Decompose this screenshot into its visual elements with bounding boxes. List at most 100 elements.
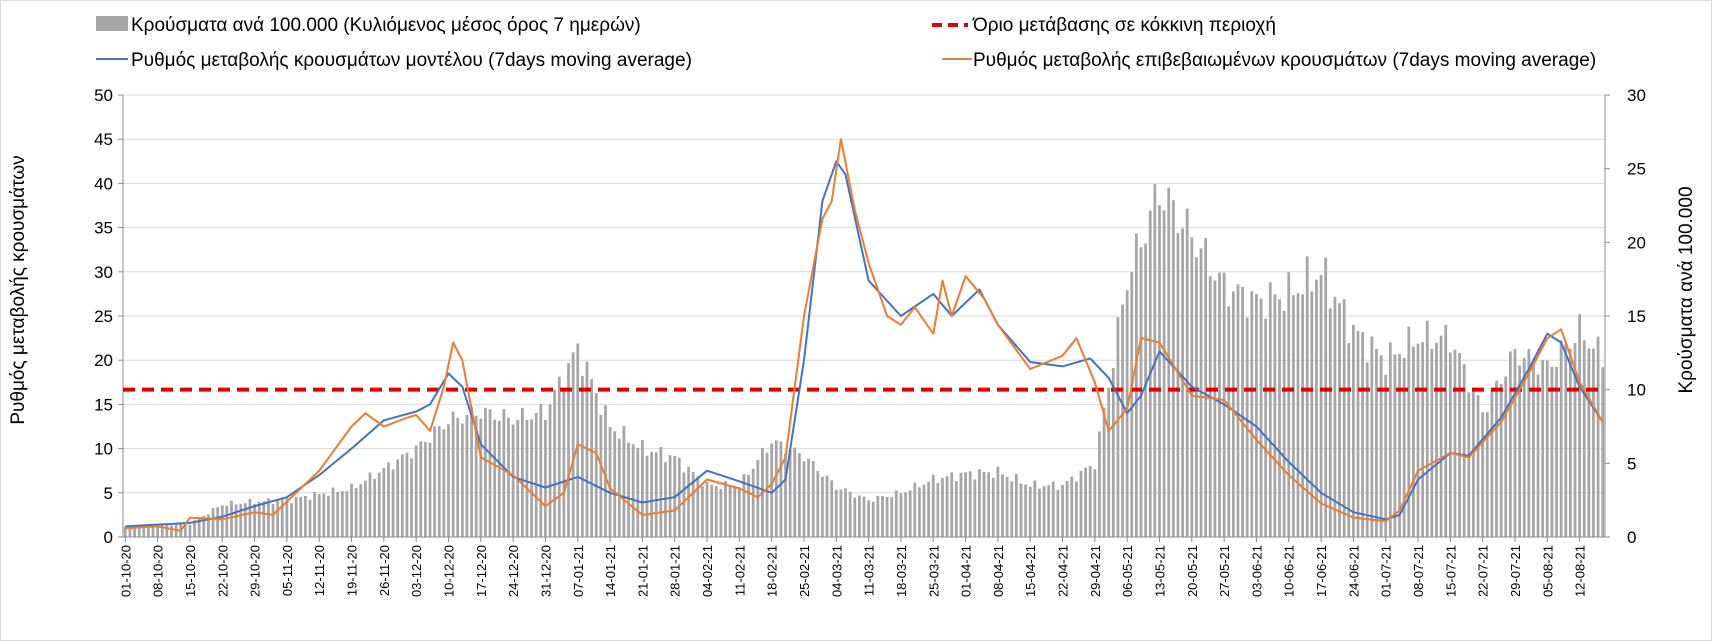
x-tick-label: 13-05-21: [1153, 545, 1168, 597]
bar: [354, 487, 358, 537]
bar: [894, 490, 898, 537]
x-tick-label: 29-10-20: [248, 545, 263, 597]
bar: [1490, 389, 1494, 537]
bar: [751, 468, 755, 537]
x-tick-label: 24-06-21: [1346, 545, 1361, 597]
x-tick-label: 12-08-21: [1573, 545, 1588, 597]
bar: [428, 442, 432, 537]
bar: [1504, 376, 1508, 537]
bar: [484, 407, 487, 537]
bar: [1208, 276, 1212, 537]
x-tick-label: 25-02-21: [797, 545, 812, 597]
bar: [419, 441, 423, 537]
bar: [710, 484, 714, 537]
bar: [1481, 412, 1485, 537]
x-tick-label: 18-03-21: [894, 545, 909, 597]
bar: [340, 491, 344, 537]
x-tick-label: 11-03-21: [862, 545, 877, 596]
bar: [834, 489, 838, 537]
x-tick-label: 27-05-21: [1217, 545, 1232, 597]
bar: [267, 498, 270, 537]
bar: [465, 414, 469, 537]
y-right-tick-label: 25: [1627, 160, 1646, 179]
bar: [904, 492, 907, 537]
bar: [271, 504, 275, 537]
bar: [479, 418, 483, 537]
bar: [1116, 317, 1120, 537]
bar: [885, 496, 889, 537]
bar: [1278, 299, 1281, 537]
bar: [1462, 364, 1466, 537]
bar: [156, 525, 160, 537]
bar: [1476, 395, 1480, 537]
bar: [548, 404, 552, 537]
bar: [1587, 348, 1591, 537]
bar: [276, 500, 280, 537]
bar: [853, 497, 857, 537]
bar: [1305, 256, 1309, 537]
bar: [327, 495, 330, 537]
bar: [1573, 343, 1577, 537]
bar: [243, 503, 247, 537]
legend-bars-swatch: [96, 16, 128, 31]
bar: [280, 499, 284, 537]
bar: [151, 526, 155, 537]
y-left-tick-label: 15: [94, 395, 113, 414]
bar: [839, 489, 843, 537]
bar: [1061, 485, 1064, 537]
bar: [1425, 320, 1429, 537]
bar: [345, 491, 349, 537]
bar: [968, 471, 972, 537]
bar: [1185, 208, 1189, 537]
y-right-tick-label: 15: [1627, 307, 1646, 326]
bar: [1485, 412, 1489, 537]
bar: [1550, 366, 1554, 537]
bar: [123, 526, 127, 537]
bar: [691, 472, 695, 537]
bar: [1448, 352, 1452, 537]
y-left-tick-label: 5: [104, 484, 113, 503]
bar: [770, 443, 774, 537]
bar: [1412, 346, 1415, 537]
bar: [737, 487, 741, 537]
x-tick-label: 05-08-21: [1540, 545, 1555, 597]
bar: [918, 487, 921, 537]
bar: [742, 474, 746, 537]
bar: [608, 427, 612, 537]
bar: [433, 426, 437, 537]
bar: [313, 492, 316, 537]
bar: [1255, 294, 1258, 537]
bar: [1467, 392, 1471, 537]
bar: [1287, 272, 1291, 537]
bar: [913, 482, 917, 537]
bar: [650, 451, 654, 537]
bar: [137, 526, 141, 537]
bar: [1301, 294, 1304, 537]
bar: [285, 498, 289, 537]
bar: [876, 495, 880, 537]
bar: [1144, 243, 1148, 537]
y-left-tick-label: 0: [104, 528, 113, 547]
x-ticks: 01-10-20 08-10-20 15-10-20 22-10-20 29-10-20…: [118, 537, 1588, 597]
y-left-tick-label: 25: [94, 307, 113, 326]
x-tick-label: 29-04-21: [1088, 545, 1103, 597]
y-left-tick-label: 20: [94, 351, 113, 370]
bar: [1024, 484, 1027, 537]
x-tick-label: 17-12-20: [474, 545, 489, 597]
bar: [747, 475, 750, 537]
bar: [294, 496, 298, 537]
bar: [687, 466, 690, 537]
bar: [1033, 480, 1037, 537]
x-tick-label: 05-11-20: [280, 545, 295, 596]
x-tick-label: 14-01-21: [603, 545, 618, 597]
bar: [1107, 387, 1111, 537]
bar: [590, 379, 593, 537]
bar: [1541, 360, 1545, 537]
bar: [1218, 272, 1221, 537]
bar: [373, 479, 376, 537]
bar: [147, 525, 150, 537]
bar: [317, 494, 321, 537]
bar: [982, 471, 986, 537]
x-tick-label: 26-11-20: [377, 545, 392, 596]
bar: [641, 440, 644, 537]
